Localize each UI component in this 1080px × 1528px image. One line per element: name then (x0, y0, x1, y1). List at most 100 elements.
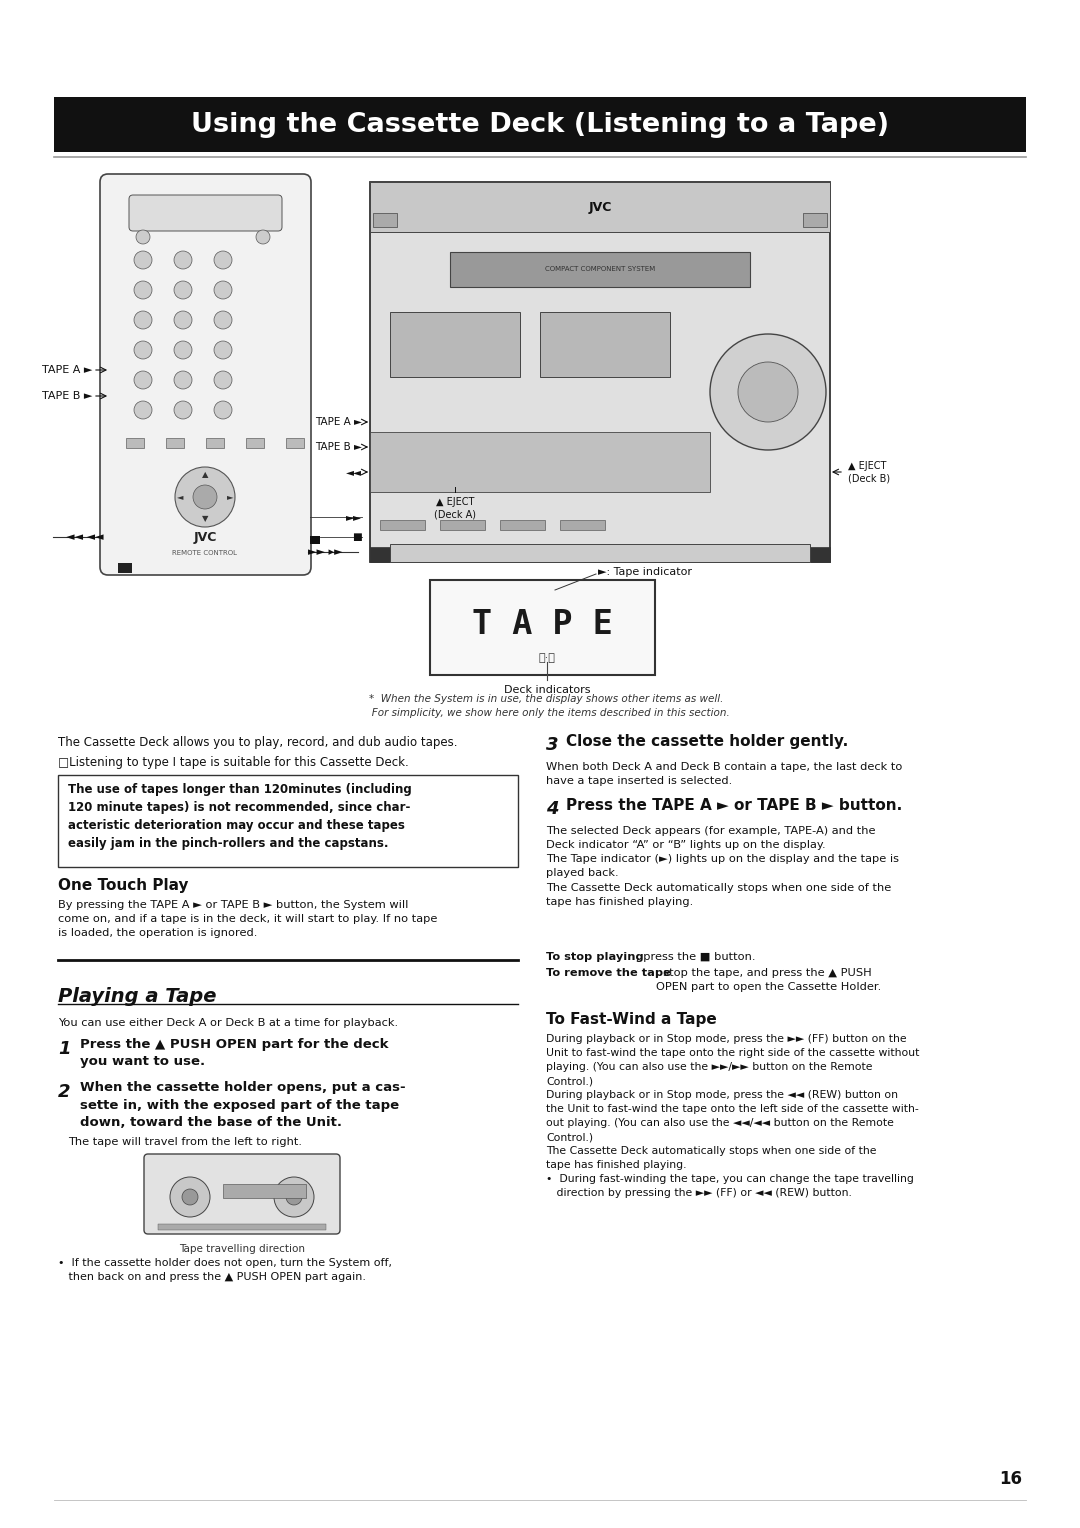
Text: Ⓐ·Ⓑ: Ⓐ·Ⓑ (539, 652, 555, 663)
Bar (440, 520, 485, 530)
Circle shape (170, 1177, 210, 1216)
FancyBboxPatch shape (100, 174, 311, 575)
Bar (444, 455, 480, 469)
Bar (390, 544, 810, 562)
Circle shape (214, 251, 232, 269)
Text: 1: 1 (58, 1041, 70, 1057)
Text: To Fast-Wind a Tape: To Fast-Wind a Tape (546, 1012, 717, 1027)
Circle shape (174, 400, 192, 419)
Text: ►►: ►► (346, 512, 362, 523)
Text: REMOTE CONTROL: REMOTE CONTROL (173, 550, 238, 556)
Text: By pressing the TAPE A ► or TAPE B ► button, the System will
come on, and if a t: By pressing the TAPE A ► or TAPE B ► but… (58, 900, 437, 938)
Circle shape (175, 468, 235, 527)
Text: The tape will travel from the left to right.: The tape will travel from the left to ri… (68, 1137, 302, 1148)
Bar (310, 536, 320, 544)
Bar (158, 1224, 326, 1230)
Text: ▲: ▲ (202, 471, 208, 480)
Bar (450, 252, 750, 287)
Text: ▼: ▼ (202, 515, 208, 524)
Circle shape (174, 371, 192, 390)
Text: During playback or in Stop mode, press the ►► (FF) button on the
Unit to fast-wi: During playback or in Stop mode, press t… (546, 1034, 919, 1198)
Bar (370, 182, 831, 232)
Text: 4: 4 (546, 801, 558, 817)
Text: □Listening to type I tape is suitable for this Cassette Deck.: □Listening to type I tape is suitable fo… (58, 756, 408, 769)
Bar (222, 1184, 306, 1198)
Text: 16: 16 (999, 1470, 1022, 1488)
Text: 3: 3 (546, 736, 558, 753)
Text: ►► ▸►: ►► ▸► (308, 547, 342, 558)
Text: , press the ■ button.: , press the ■ button. (636, 952, 756, 963)
Bar (373, 212, 397, 228)
Bar (548, 455, 584, 469)
Bar (370, 547, 831, 562)
Text: *  When the System is in use, the display shows other items as well.
   For simp: * When the System is in use, the display… (362, 694, 730, 718)
Bar (118, 562, 132, 573)
Circle shape (738, 362, 798, 422)
Text: , stop the tape, and press the ▲ PUSH
OPEN part to open the Cassette Holder.: , stop the tape, and press the ▲ PUSH OP… (656, 969, 881, 992)
Text: When both Deck A and Deck B contain a tape, the last deck to
have a tape inserte: When both Deck A and Deck B contain a ta… (546, 762, 903, 787)
Circle shape (193, 484, 217, 509)
Text: The selected Deck appears (for example, TAPE-A) and the
Deck indicator “A” or “B: The selected Deck appears (for example, … (546, 827, 899, 906)
Bar (206, 439, 224, 448)
Circle shape (134, 400, 152, 419)
Bar (600, 455, 636, 469)
Text: To stop playing: To stop playing (546, 952, 644, 963)
Bar (54, 96, 1026, 151)
Bar (561, 520, 605, 530)
Text: TAPE A ►: TAPE A ► (42, 365, 92, 374)
Text: ◄: ◄ (177, 492, 184, 501)
Circle shape (134, 341, 152, 359)
Bar (500, 520, 545, 530)
Text: ▲ EJECT
(Deck B): ▲ EJECT (Deck B) (848, 461, 890, 483)
Text: Tape travelling direction: Tape travelling direction (179, 1244, 305, 1254)
Text: One Touch Play: One Touch Play (58, 879, 189, 892)
Circle shape (174, 312, 192, 329)
Text: Close the cassette holder gently.: Close the cassette holder gently. (566, 733, 848, 749)
Text: Playing a Tape: Playing a Tape (58, 987, 216, 1005)
Bar (126, 439, 144, 448)
Text: Press the ▲ PUSH OPEN part for the deck
you want to use.: Press the ▲ PUSH OPEN part for the deck … (80, 1038, 389, 1068)
Bar (540, 312, 670, 377)
Circle shape (214, 312, 232, 329)
Text: 2: 2 (58, 1083, 70, 1102)
Circle shape (174, 281, 192, 299)
Text: ◄◄: ◄◄ (346, 468, 362, 477)
Bar (166, 439, 184, 448)
Bar (804, 212, 827, 228)
Circle shape (214, 371, 232, 390)
Bar (246, 439, 264, 448)
Bar (380, 520, 426, 530)
Circle shape (183, 1189, 198, 1206)
Bar (390, 312, 519, 377)
Bar (430, 581, 654, 675)
Text: T A P E: T A P E (472, 608, 612, 642)
Circle shape (286, 1189, 302, 1206)
FancyBboxPatch shape (144, 1154, 340, 1235)
Text: ◄◄ ◄◄: ◄◄ ◄◄ (66, 532, 103, 542)
Circle shape (136, 231, 150, 244)
Circle shape (134, 251, 152, 269)
Text: The Cassette Deck allows you to play, record, and dub audio tapes.: The Cassette Deck allows you to play, re… (58, 736, 458, 749)
Text: TAPE B ►: TAPE B ► (42, 391, 92, 400)
Circle shape (214, 281, 232, 299)
Text: When the cassette holder opens, put a cas-
sette in, with the exposed part of th: When the cassette holder opens, put a ca… (80, 1080, 406, 1129)
Circle shape (256, 231, 270, 244)
Bar (392, 455, 428, 469)
Bar (58, 775, 518, 866)
Text: ▲ EJECT
(Deck A): ▲ EJECT (Deck A) (434, 497, 476, 520)
Circle shape (274, 1177, 314, 1216)
Text: JVC: JVC (193, 530, 217, 544)
Circle shape (134, 281, 152, 299)
Text: Press the TAPE A ► or TAPE B ► button.: Press the TAPE A ► or TAPE B ► button. (566, 798, 902, 813)
Text: TAPE B ►: TAPE B ► (315, 442, 362, 452)
FancyBboxPatch shape (129, 196, 282, 231)
Circle shape (214, 400, 232, 419)
Text: Deck indicators: Deck indicators (503, 685, 591, 695)
Text: ►: ► (227, 492, 233, 501)
Text: ■: ■ (352, 532, 362, 542)
Circle shape (134, 312, 152, 329)
Text: JVC: JVC (589, 200, 611, 214)
Text: To remove the tape: To remove the tape (546, 969, 671, 978)
Circle shape (710, 335, 826, 451)
Text: Using the Cassette Deck (Listening to a Tape): Using the Cassette Deck (Listening to a … (191, 112, 889, 138)
